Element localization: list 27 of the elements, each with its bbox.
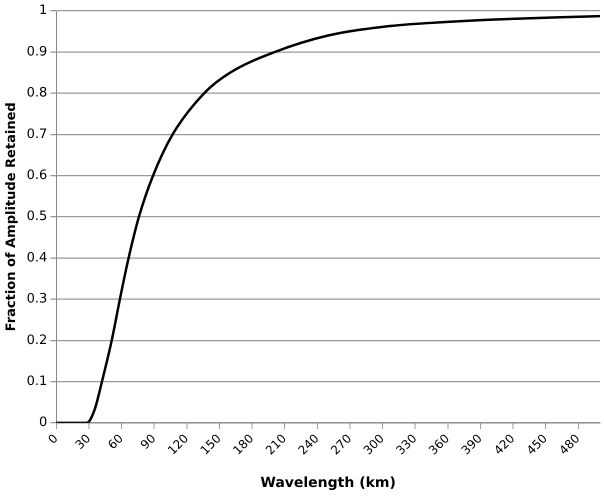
x-tick-label: 120 (165, 431, 192, 458)
x-tick-label: 270 (328, 431, 354, 458)
x-tick-label: 30 (72, 431, 94, 452)
x-tick-label: 180 (230, 431, 256, 458)
x-tick-label: 480 (556, 431, 583, 458)
x-tick-label: 90 (138, 431, 158, 452)
y-tick-label: 0.5 (26, 209, 48, 224)
x-tick-label: 150 (198, 431, 224, 458)
x-tick-label: 60 (105, 431, 126, 452)
x-axis-title: Wavelength (km) (260, 475, 396, 492)
y-tick-label: 0.8 (26, 86, 48, 101)
y-tick-label: 0.7 (26, 126, 48, 142)
y-axis-title: Fraction of Amplitude Retained (4, 102, 20, 332)
x-tick-label: 450 (524, 431, 550, 458)
x-tick-label: 360 (426, 431, 452, 458)
x-tick-label: 420 (491, 431, 518, 458)
x-tick-label: 300 (360, 431, 387, 458)
y-tick-label: 0 (38, 415, 48, 430)
y-tick-label: 0.6 (26, 168, 48, 183)
y-tick-label: 0.1 (26, 374, 48, 389)
x-tick-label: 330 (393, 431, 420, 458)
y-tick-label: 0.4 (26, 250, 48, 266)
y-tick-label: 0.2 (26, 332, 48, 348)
x-tick-label: 390 (458, 431, 485, 458)
y-tick-label: 0.3 (26, 292, 48, 307)
y-tick-label: 1 (38, 3, 48, 18)
y-tick-label: 0.9 (26, 44, 48, 60)
